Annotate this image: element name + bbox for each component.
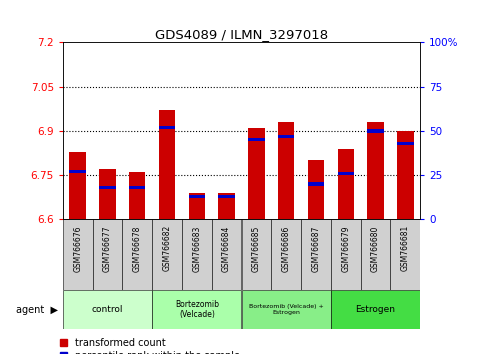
Bar: [63, 290, 152, 329]
Text: GSM766685: GSM766685: [252, 225, 261, 272]
Text: GSM766676: GSM766676: [73, 225, 82, 272]
Bar: [122, 219, 152, 290]
Text: GSM766682: GSM766682: [163, 225, 171, 272]
Bar: [99, 186, 115, 189]
Bar: [361, 219, 390, 290]
Bar: [218, 193, 235, 219]
Bar: [248, 138, 265, 141]
Text: control: control: [92, 305, 123, 314]
Bar: [189, 193, 205, 219]
Bar: [397, 142, 413, 145]
Bar: [331, 290, 420, 329]
Bar: [152, 219, 182, 290]
Bar: [308, 160, 324, 219]
Bar: [70, 152, 86, 219]
Bar: [242, 219, 271, 290]
Bar: [129, 186, 145, 189]
Text: GSM766679: GSM766679: [341, 225, 350, 272]
Bar: [301, 219, 331, 290]
Bar: [182, 219, 212, 290]
Text: Estrogen: Estrogen: [355, 305, 396, 314]
Bar: [212, 219, 242, 290]
Bar: [368, 129, 384, 132]
Bar: [397, 131, 413, 219]
Bar: [390, 219, 420, 290]
Text: GSM766684: GSM766684: [222, 225, 231, 272]
Text: GSM766681: GSM766681: [401, 225, 410, 272]
Bar: [338, 149, 354, 219]
Bar: [248, 128, 265, 219]
Text: GSM766677: GSM766677: [103, 225, 112, 272]
Text: GSM766680: GSM766680: [371, 225, 380, 272]
Bar: [99, 169, 115, 219]
Bar: [308, 182, 324, 185]
Text: GSM766686: GSM766686: [282, 225, 291, 272]
Bar: [93, 219, 122, 290]
Bar: [368, 122, 384, 219]
Text: agent  ▶: agent ▶: [16, 305, 58, 315]
Text: GSM766683: GSM766683: [192, 225, 201, 272]
Bar: [189, 195, 205, 198]
Text: GSM766678: GSM766678: [133, 225, 142, 272]
Text: Bortezomib (Velcade) +
Estrogen: Bortezomib (Velcade) + Estrogen: [249, 304, 324, 315]
Bar: [331, 219, 361, 290]
Bar: [278, 135, 294, 138]
Bar: [152, 290, 242, 329]
Bar: [159, 110, 175, 219]
Bar: [338, 172, 354, 175]
Bar: [63, 219, 93, 290]
Bar: [278, 122, 294, 219]
Bar: [218, 195, 235, 198]
Text: GSM766687: GSM766687: [312, 225, 320, 272]
Bar: [159, 126, 175, 129]
Bar: [242, 290, 331, 329]
Bar: [70, 170, 86, 173]
Bar: [271, 219, 301, 290]
Bar: [129, 172, 145, 219]
Text: Bortezomib
(Velcade): Bortezomib (Velcade): [175, 300, 219, 319]
Legend: transformed count, percentile rank within the sample: transformed count, percentile rank withi…: [58, 336, 242, 354]
Title: GDS4089 / ILMN_3297018: GDS4089 / ILMN_3297018: [155, 28, 328, 41]
